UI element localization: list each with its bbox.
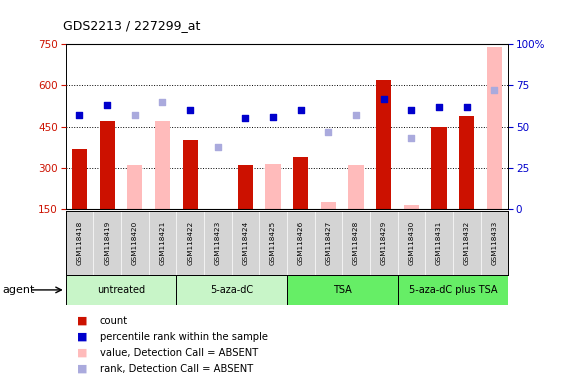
- Text: count: count: [100, 316, 128, 326]
- Bar: [72, 149, 87, 209]
- Text: value, Detection Call = ABSENT: value, Detection Call = ABSENT: [100, 348, 258, 358]
- Text: agent: agent: [3, 285, 35, 295]
- Point: [462, 104, 471, 110]
- Bar: [404, 205, 419, 209]
- Text: GSM118424: GSM118424: [243, 221, 248, 265]
- Text: GSM118432: GSM118432: [464, 221, 470, 265]
- Bar: [127, 165, 142, 209]
- Text: GSM118428: GSM118428: [353, 221, 359, 265]
- Point: [407, 107, 416, 113]
- Text: GSM118422: GSM118422: [187, 221, 193, 265]
- Bar: [376, 80, 391, 209]
- Point: [130, 112, 139, 118]
- Text: GSM118423: GSM118423: [215, 221, 221, 265]
- Text: ■: ■: [77, 348, 87, 358]
- Text: percentile rank within the sample: percentile rank within the sample: [100, 332, 268, 342]
- Text: GSM118433: GSM118433: [492, 221, 497, 265]
- Bar: [266, 164, 281, 209]
- Text: 5-aza-dC: 5-aza-dC: [210, 285, 253, 295]
- Bar: [397, 275, 508, 305]
- Point: [490, 87, 499, 93]
- Text: rank, Detection Call = ABSENT: rank, Detection Call = ABSENT: [100, 364, 253, 374]
- Text: 5-aza-dC plus TSA: 5-aza-dC plus TSA: [409, 285, 497, 295]
- Text: untreated: untreated: [97, 285, 145, 295]
- Bar: [66, 275, 176, 305]
- Text: ■: ■: [77, 364, 87, 374]
- Text: GDS2213 / 227299_at: GDS2213 / 227299_at: [63, 19, 200, 32]
- Point: [435, 104, 444, 110]
- Point: [379, 96, 388, 102]
- Text: ■: ■: [77, 332, 87, 342]
- Text: GSM118419: GSM118419: [104, 221, 110, 265]
- Text: GSM118430: GSM118430: [408, 221, 415, 265]
- Bar: [176, 275, 287, 305]
- Point: [407, 135, 416, 141]
- Bar: [287, 275, 397, 305]
- Bar: [99, 121, 115, 209]
- Text: GSM118425: GSM118425: [270, 221, 276, 265]
- Point: [241, 115, 250, 121]
- Point: [186, 107, 195, 113]
- Text: TSA: TSA: [333, 285, 352, 295]
- Bar: [293, 157, 308, 209]
- Bar: [155, 121, 170, 209]
- Bar: [238, 165, 253, 209]
- Point: [158, 99, 167, 105]
- Text: GSM118421: GSM118421: [159, 221, 166, 265]
- Bar: [348, 165, 364, 209]
- Bar: [183, 141, 198, 209]
- Point: [296, 107, 305, 113]
- Bar: [321, 202, 336, 209]
- Point: [352, 112, 361, 118]
- Text: GSM118420: GSM118420: [132, 221, 138, 265]
- Text: GSM118431: GSM118431: [436, 221, 442, 265]
- Bar: [486, 47, 502, 209]
- Text: GSM118426: GSM118426: [297, 221, 304, 265]
- Point: [324, 129, 333, 135]
- Point: [268, 114, 278, 120]
- Text: GSM118429: GSM118429: [381, 221, 387, 265]
- Text: GSM118418: GSM118418: [77, 221, 82, 265]
- Point: [103, 102, 112, 108]
- Bar: [432, 127, 447, 209]
- Text: ■: ■: [77, 316, 87, 326]
- Text: GSM118427: GSM118427: [325, 221, 331, 265]
- Bar: [459, 116, 475, 209]
- Point: [213, 144, 222, 150]
- Point: [75, 112, 84, 118]
